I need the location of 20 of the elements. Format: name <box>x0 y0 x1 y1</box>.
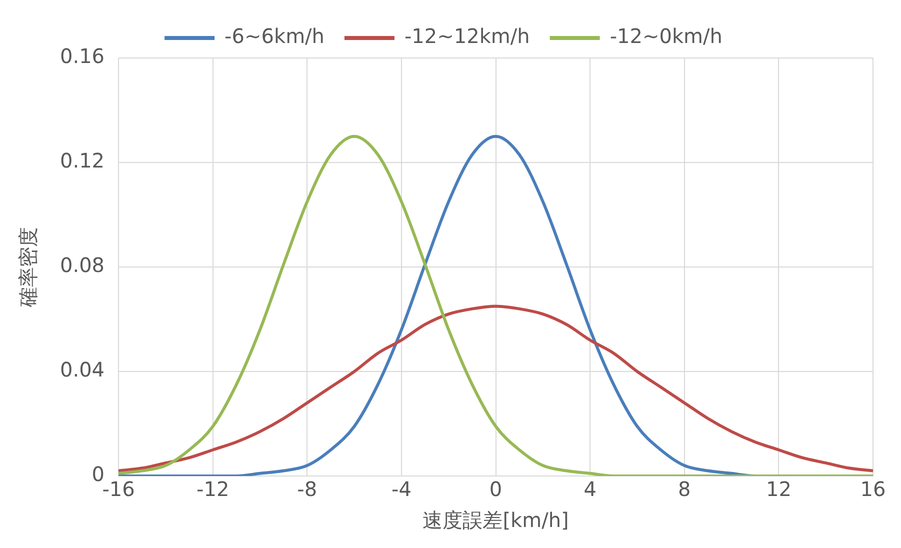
x-tick-label: -4 <box>391 477 412 502</box>
y-axis-title: 確率密度 <box>16 227 40 308</box>
x-tick-label: -16 <box>102 477 135 502</box>
y-tick-label: 0.04 <box>60 358 105 382</box>
legend-label: -12~0km/h <box>610 24 722 48</box>
x-axis-title: 速度誤差[km/h] <box>422 508 569 532</box>
y-tick-label: 0.08 <box>60 253 105 278</box>
x-tick-label: 12 <box>766 477 792 502</box>
line-series <box>118 304 873 472</box>
x-tick-label: 0 <box>489 477 502 502</box>
legend-label: -6~6km/h <box>224 24 324 48</box>
x-tick-label: -12 <box>196 477 230 502</box>
y-tick-label: 0.12 <box>60 148 105 173</box>
x-tick-label: 8 <box>678 477 691 502</box>
x-tick-label: 4 <box>584 477 596 502</box>
y-tick-label: 0.16 <box>60 44 105 68</box>
x-tick-label: -8 <box>297 477 318 502</box>
legend-label: -12~12km/h <box>404 24 530 48</box>
y-tick-label: 0 <box>92 462 105 486</box>
x-tick-label: 16 <box>860 477 886 502</box>
